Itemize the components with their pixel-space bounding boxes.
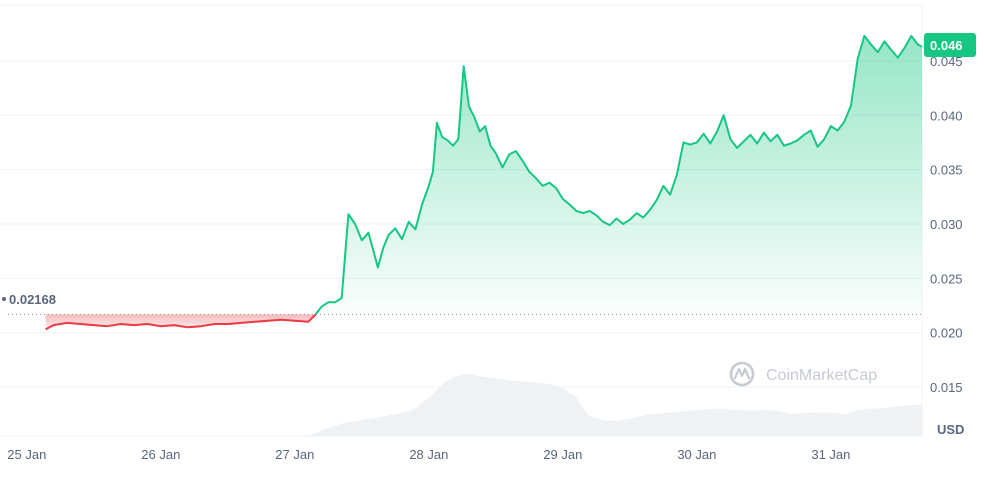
x-tick-label: 31 Jan <box>811 447 850 462</box>
x-tick-label: 27 Jan <box>275 447 314 462</box>
current-price-label: 0.046 <box>930 38 963 53</box>
x-tick-label: 30 Jan <box>677 447 716 462</box>
x-axis: 25 Jan 26 Jan 27 Jan 28 Jan 29 Jan 30 Jan 31 J… <box>7 447 850 462</box>
y-tick-label: 0.015 <box>930 380 963 395</box>
open-price-marker: 0.02168 <box>2 292 56 307</box>
above-open-area <box>315 35 923 315</box>
y-axis: 0.015 0.020 0.025 0.030 0.035 0.040 0.045 <box>930 54 963 395</box>
x-tick-label: 25 Jan <box>7 447 46 462</box>
price-line-down <box>45 313 317 331</box>
volume-area-path <box>308 374 922 436</box>
price-area-fill <box>45 35 923 330</box>
y-tick-label: 0.045 <box>930 54 963 69</box>
x-tick-label: 28 Jan <box>409 447 448 462</box>
current-price-badge-bg <box>924 33 976 57</box>
y-tick-label: 0.035 <box>930 163 963 178</box>
open-price-dot <box>2 297 6 301</box>
x-tick-label: 26 Jan <box>141 447 180 462</box>
coinmarketcap-logo-icon <box>729 361 755 387</box>
volume-area <box>308 374 922 436</box>
watermark-text: CoinMarketCap <box>766 367 877 384</box>
y-tick-label: 0.030 <box>930 217 963 232</box>
open-price-label: 0.02168 <box>9 292 56 307</box>
watermark: CoinMarketCap <box>729 361 877 387</box>
y-tick-label: 0.020 <box>930 326 963 341</box>
price-line <box>45 34 923 331</box>
current-price-badge: 0.046 <box>924 33 976 57</box>
currency-unit-label: USD <box>937 422 964 437</box>
below-open-area <box>45 314 316 330</box>
x-tick-label: 29 Jan <box>543 447 582 462</box>
price-line-up <box>314 34 923 316</box>
y-tick-label: 0.040 <box>930 108 963 123</box>
y-tick-label: 0.025 <box>930 271 963 286</box>
